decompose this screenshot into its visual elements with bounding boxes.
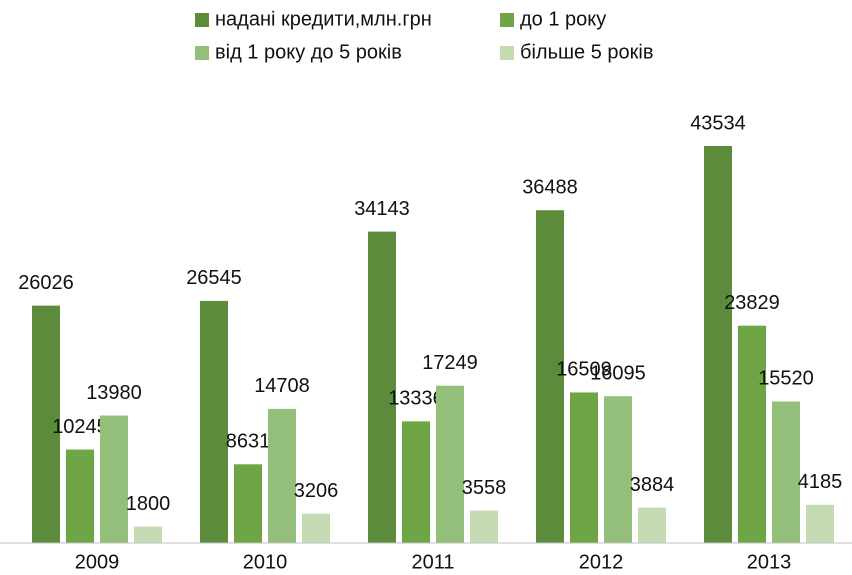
bar [470,510,498,543]
x-tick-label: 2011 [411,551,454,573]
value-label: 3558 [462,477,507,499]
value-label: 23829 [724,292,780,314]
bar [604,396,632,543]
legend-label: до 1 року [520,8,606,30]
bar [638,507,666,543]
value-label: 26026 [18,272,74,294]
bar [436,385,464,543]
value-label: 3884 [630,474,675,496]
value-label: 10245 [52,416,108,438]
bar [738,325,766,543]
value-label: 13980 [86,382,142,404]
x-tick-label: 2010 [243,551,288,573]
value-label: 16095 [590,362,646,384]
bar [570,392,598,543]
bar [66,449,94,543]
legend-label: надані кредити,млн.грн [215,8,432,30]
bar [704,145,732,544]
legend-label: від 1 року до 5 років [215,41,402,63]
value-label: 17249 [422,352,478,374]
value-label: 14708 [254,375,310,397]
value-label: 15520 [758,368,814,390]
x-tick-label: 2013 [747,551,792,573]
value-label: 36488 [522,177,578,199]
value-label: 1800 [126,493,171,515]
x-tick-label: 2009 [75,551,120,573]
legend-swatch [500,46,514,60]
bar [772,401,800,543]
value-label: 13336 [388,388,444,410]
bar [806,504,834,543]
value-label: 3206 [294,480,339,502]
bar [234,464,262,543]
value-label: 16509 [556,359,612,381]
value-label: 26545 [186,267,242,289]
value-label: 4185 [798,471,843,493]
bar [134,526,162,543]
bar [268,408,296,543]
legend-swatch [500,13,514,27]
bar [302,513,330,543]
legend-label: більше 5 років [520,41,653,63]
legend-swatch [195,13,209,27]
value-label: 8631 [226,431,271,453]
bar [368,231,396,543]
legend-swatch [195,46,209,60]
x-tick-label: 2012 [579,551,624,573]
bar [100,415,128,543]
value-label: 34143 [354,198,410,220]
value-label: 43534 [690,112,746,134]
bar [402,421,430,543]
bar [536,210,564,544]
bar [200,300,228,543]
bar [32,305,60,543]
